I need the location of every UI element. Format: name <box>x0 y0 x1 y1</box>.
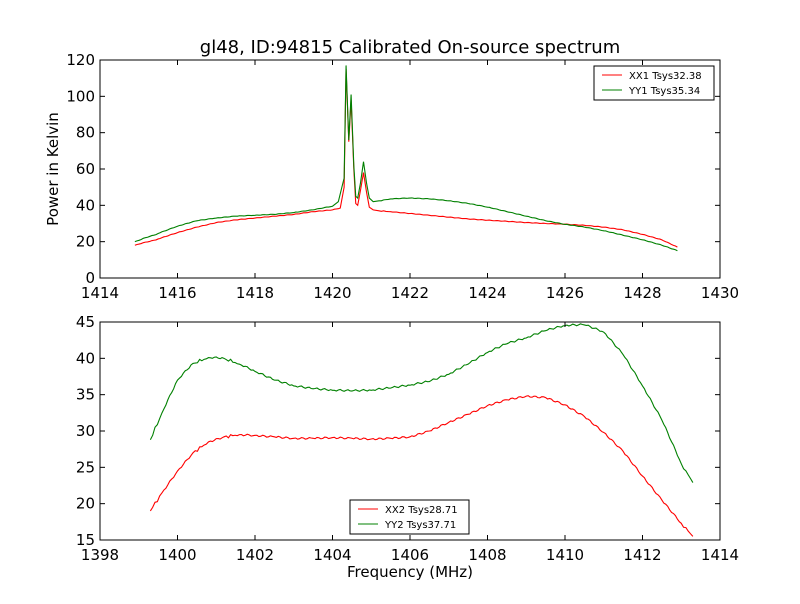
y-tick-label: 100 <box>66 87 95 105</box>
x-tick-label: 1422 <box>391 284 429 302</box>
legend: XX2 Tsys28.71 YY2 Tsys37.71 <box>349 499 470 535</box>
x-tick-label: 1410 <box>546 546 584 564</box>
y-tick-label: 20 <box>76 233 95 251</box>
series-line-2 <box>149 323 694 483</box>
legend-box <box>349 499 470 535</box>
legend-label-2: YY2 Tsys37.71 <box>384 520 456 531</box>
legend: XX1 Tsys32.38 YY1 Tsys35.34 <box>593 65 715 101</box>
y-tick-label: 40 <box>76 196 95 214</box>
legend-box <box>593 65 715 101</box>
x-tick-label: 1412 <box>623 546 661 564</box>
x-tick-label: 1414 <box>81 284 119 302</box>
series-line-1 <box>149 395 694 537</box>
y-tick-label: 45 <box>76 313 95 331</box>
y-tick-label: 80 <box>76 124 95 142</box>
x-tick-label: 1400 <box>158 546 196 564</box>
x-tick-label: 1414 <box>701 546 739 564</box>
y-tick-label: 25 <box>76 458 95 476</box>
x-tick-label: 1398 <box>81 546 119 564</box>
x-axis-label: Frequency (MHz) <box>347 563 473 581</box>
y-tick-label: 15 <box>76 531 95 549</box>
y-axis-label: Power in Kelvin <box>44 112 62 226</box>
x-tick-label: 1424 <box>468 284 506 302</box>
x-tick-label: 1428 <box>623 284 661 302</box>
legend-label-1: XX2 Tsys28.71 <box>385 505 458 516</box>
x-tick-label: 1404 <box>313 546 351 564</box>
y-tick-label: 0 <box>85 269 95 287</box>
y-tick-label: 40 <box>76 349 95 367</box>
y-tick-label: 35 <box>76 386 95 404</box>
legend-label-1: XX1 Tsys32.38 <box>629 71 702 82</box>
x-tick-label: 1416 <box>158 284 196 302</box>
y-tick-label: 120 <box>66 51 95 69</box>
series-line-2 <box>134 65 678 252</box>
x-tick-label: 1420 <box>313 284 351 302</box>
legend-label-2: YY1 Tsys35.34 <box>628 86 700 97</box>
y-tick-label: 60 <box>76 160 95 178</box>
x-tick-label: 1430 <box>701 284 739 302</box>
y-tick-label: 30 <box>76 422 95 440</box>
x-tick-label: 1402 <box>236 546 274 564</box>
bottom-panel: 1398 1400 1402 1404 1406 1408 1410 1412 1414 15 20… <box>76 313 739 581</box>
y-tick-label: 20 <box>76 495 95 513</box>
x-tick-label: 1408 <box>468 546 506 564</box>
x-tick-label: 1426 <box>546 284 584 302</box>
x-tick-label: 1418 <box>236 284 274 302</box>
series-line-1 <box>134 69 678 248</box>
x-tick-label: 1406 <box>391 546 429 564</box>
chart-title: gl48, ID:94815 Calibrated On-source spec… <box>200 37 620 58</box>
top-panel: 1414 1416 1418 1420 1422 1424 1426 1428 1430 0 20 4… <box>44 51 739 302</box>
